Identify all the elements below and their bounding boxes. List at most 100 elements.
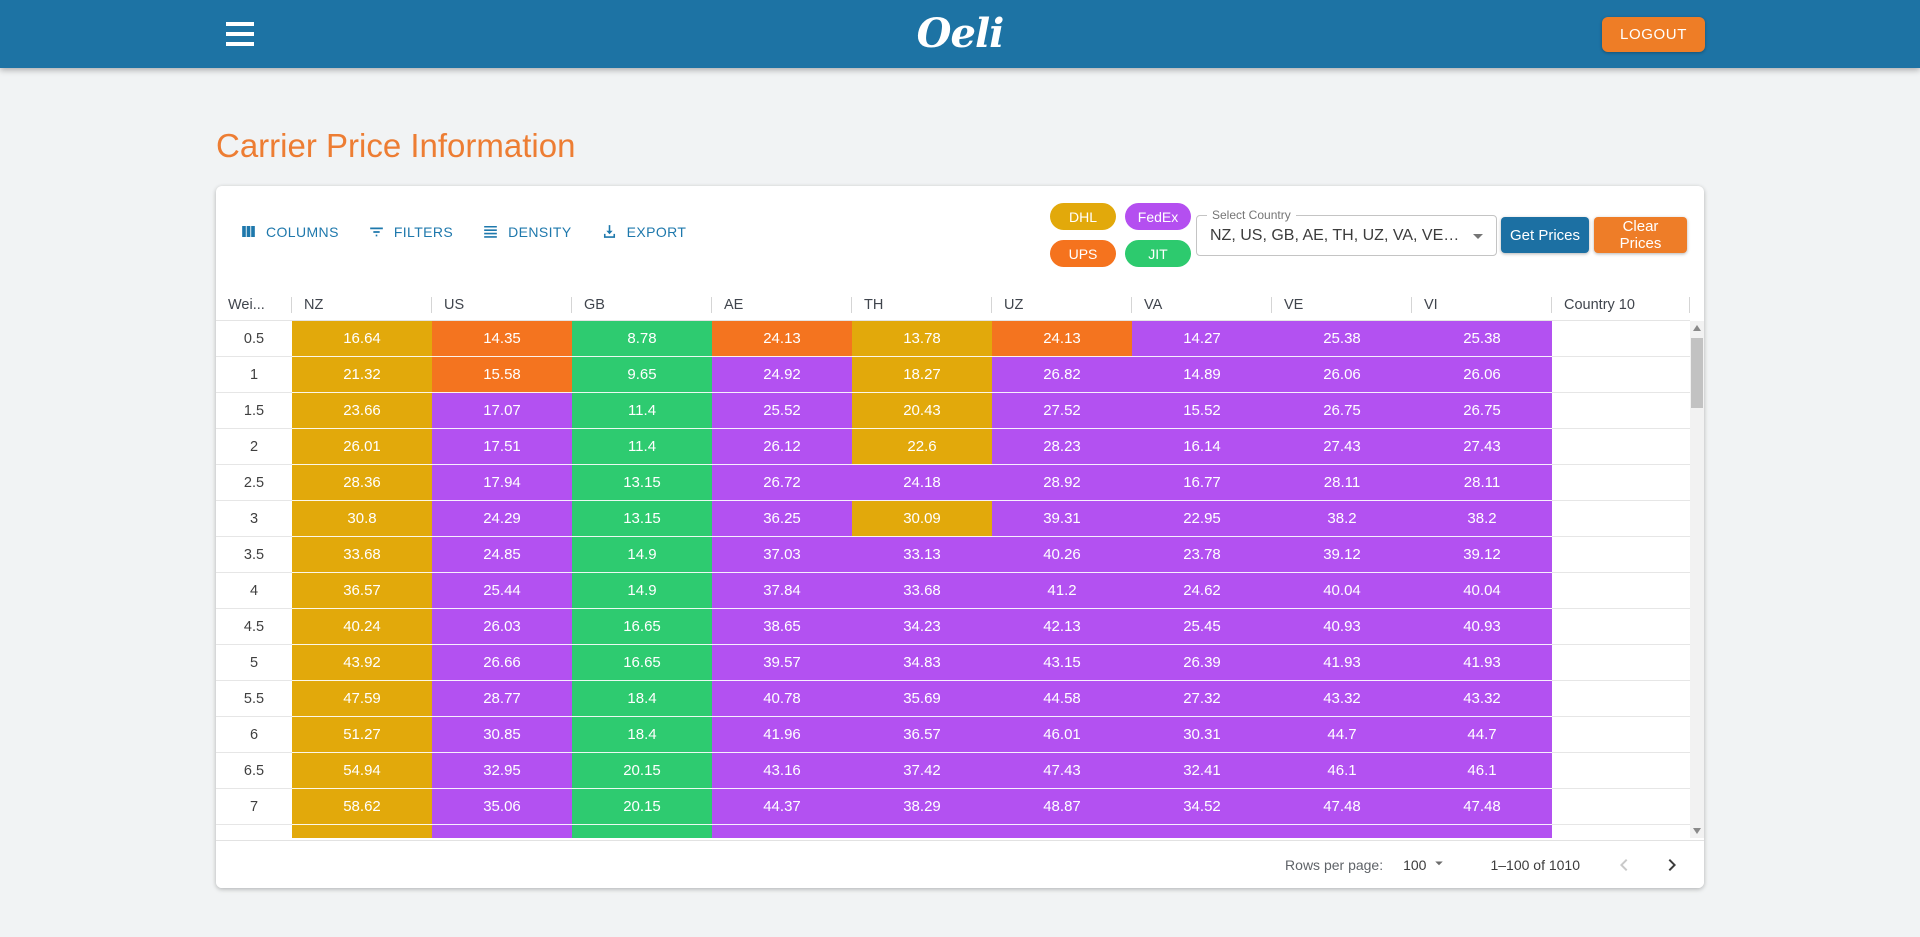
carrier-chip-ups[interactable]: UPS [1050,240,1116,267]
get-prices-button[interactable]: Get Prices [1501,217,1589,253]
scroll-down-icon[interactable] [1690,824,1704,838]
weight-cell: 3 [216,501,292,537]
clear-prices-button[interactable]: Clear Prices [1594,217,1687,253]
price-cell: 42.13 [992,609,1132,645]
next-page-button[interactable] [1660,853,1684,877]
weight-cell: 1 [216,357,292,393]
logout-button[interactable]: LOGOUT [1602,17,1705,52]
column-header-vi[interactable]: VI [1412,289,1552,320]
price-cell: 41.96 [712,717,852,753]
price-cell: 54.94 [292,753,432,789]
weight-cell: 6.5 [216,753,292,789]
price-cell: 16.65 [572,645,712,681]
column-header-gb[interactable]: GB [572,289,712,320]
table-header: Wei... NZ US GB AE TH UZ VA VE VI Country 10 [216,289,1690,321]
table-row: 0.5 16.64 14.35 8.78 24.13 13.78 24.13 14.27 25.… [216,321,1704,357]
table-row [216,825,1704,838]
price-cell: 41.93 [1272,645,1412,681]
price-cell: 44.7 [1272,717,1412,753]
table-row: 4.5 40.24 26.03 16.65 38.65 34.23 42.13 25.45 40… [216,609,1704,645]
column-header-country-10[interactable]: Country 10 [1552,289,1690,320]
rows-per-page-value: 100 [1403,856,1427,873]
carrier-chip-jit[interactable]: JIT [1125,240,1191,267]
price-cell: 28.92 [992,465,1132,501]
menu-icon[interactable] [226,22,256,46]
country-10-cell [1552,825,1690,838]
price-cell [712,825,852,838]
price-cell: 36.57 [852,717,992,753]
price-cell: 14.89 [1132,357,1272,393]
price-cell: 27.52 [992,393,1132,429]
price-cell: 58.62 [292,789,432,825]
country-10-cell [1552,321,1690,357]
price-cell: 14.9 [572,573,712,609]
column-header-th[interactable]: TH [852,289,992,320]
price-cell: 20.43 [852,393,992,429]
price-cell: 37.84 [712,573,852,609]
price-cell: 26.12 [712,429,852,465]
country-10-cell [1552,645,1690,681]
toolbar-button-label: EXPORT [626,223,687,240]
scrollbar-thumb[interactable] [1691,338,1703,408]
vertical-scrollbar[interactable] [1690,321,1704,838]
carrier-legend: DHL FedEx UPS JIT [1050,203,1191,267]
toolbar-button-label: COLUMNS [266,223,339,240]
column-header-wei-[interactable]: Wei... [216,289,292,320]
price-cell: 48.87 [992,789,1132,825]
price-cell: 26.66 [432,645,572,681]
price-cell: 15.52 [1132,393,1272,429]
column-header-nz[interactable]: NZ [292,289,432,320]
price-cell: 43.32 [1412,681,1552,717]
price-cell: 26.75 [1272,393,1412,429]
column-header-va[interactable]: VA [1132,289,1272,320]
column-header-ve[interactable]: VE [1272,289,1412,320]
filters-button[interactable]: FILTERS [367,222,453,241]
table-row: 6 51.27 30.85 18.4 41.96 36.57 46.01 30.31 44.7 4… [216,717,1704,753]
column-header-uz[interactable]: UZ [992,289,1132,320]
table-row: 5 43.92 26.66 16.65 39.57 34.83 43.15 26.39 41.9… [216,645,1704,681]
price-cell: 17.94 [432,465,572,501]
columns-button[interactable]: COLUMNS [239,222,339,241]
column-header-us[interactable]: US [432,289,572,320]
rows-per-page-select[interactable]: 100 [1403,854,1448,875]
carrier-chip-dhl[interactable]: DHL [1050,203,1116,230]
price-cell: 34.52 [1132,789,1272,825]
price-cell: 24.29 [432,501,572,537]
price-cell: 30.09 [852,501,992,537]
price-cell: 26.72 [712,465,852,501]
price-cell [572,825,712,838]
price-cell: 37.03 [712,537,852,573]
price-cell: 36.25 [712,501,852,537]
price-cell: 33.68 [852,573,992,609]
price-cell: 16.64 [292,321,432,357]
price-grid-card: COLUMNS FILTERS DENSITY EXPORT DHL FedEx UPS J… [216,186,1704,888]
app-bar: Oeli LOGOUT [0,0,1920,68]
price-cell: 43.16 [712,753,852,789]
density-button[interactable]: DENSITY [481,222,571,241]
price-cell: 9.65 [572,357,712,393]
price-cell: 33.68 [292,537,432,573]
export-button[interactable]: EXPORT [600,222,687,241]
price-cell: 24.18 [852,465,992,501]
select-country-field[interactable]: Select Country NZ, US, GB, AE, TH, UZ, V… [1196,208,1497,256]
scroll-up-icon[interactable] [1690,321,1704,335]
weight-cell: 1.5 [216,393,292,429]
price-cell: 44.37 [712,789,852,825]
price-cell: 30.8 [292,501,432,537]
price-cell: 39.12 [1272,537,1412,573]
price-cell [1272,825,1412,838]
price-cell: 40.26 [992,537,1132,573]
carrier-chip-fedex[interactable]: FedEx [1125,203,1191,230]
weight-cell: 6 [216,717,292,753]
weight-cell: 5 [216,645,292,681]
price-cell: 26.06 [1272,357,1412,393]
price-cell: 25.52 [712,393,852,429]
previous-page-button[interactable] [1612,853,1636,877]
price-cell: 35.69 [852,681,992,717]
price-cell: 13.15 [572,465,712,501]
price-cell: 46.01 [992,717,1132,753]
weight-cell [216,825,292,838]
select-country-value: NZ, US, GB, AE, TH, UZ, VA, VE… [1210,227,1460,244]
price-cell: 47.59 [292,681,432,717]
column-header-ae[interactable]: AE [712,289,852,320]
